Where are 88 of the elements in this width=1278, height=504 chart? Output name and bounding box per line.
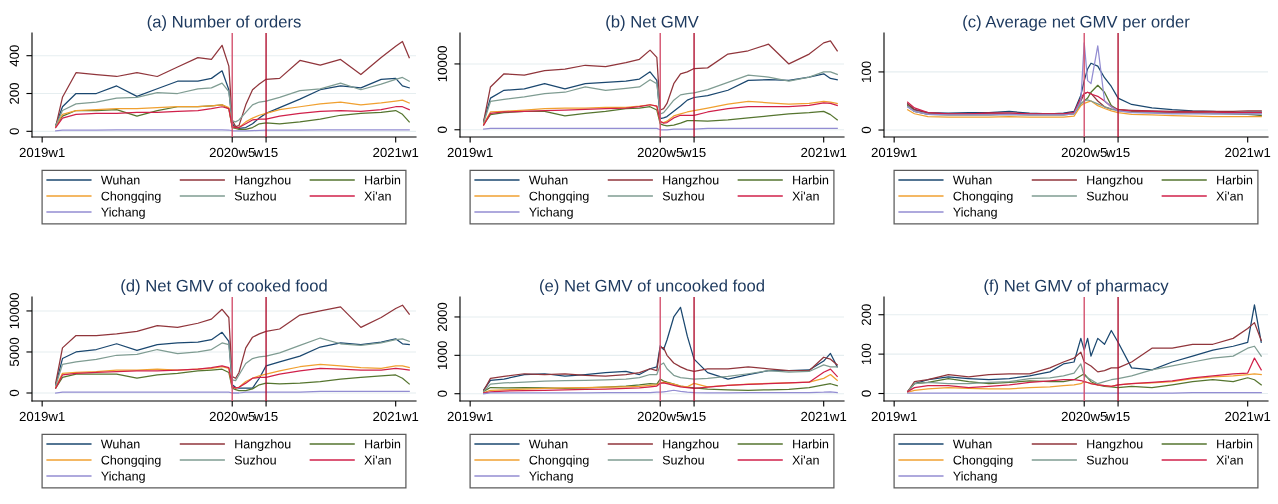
x-tick-label: 2019w1 <box>871 411 917 422</box>
legend-label: Wuhan <box>528 175 568 185</box>
y-tick-label: 0 <box>9 389 19 397</box>
legend-label: Chongqing <box>101 455 161 467</box>
legend-label: Wuhan <box>952 439 992 449</box>
x-tick-label: 2020w5 <box>637 147 683 158</box>
chart-title: (a) Number of orders <box>147 15 301 31</box>
legend-label: Hangzhou <box>235 439 291 451</box>
x-tick-label: w15 <box>681 147 706 158</box>
chart-title: (c) Average net GMV per order <box>963 15 1190 31</box>
legend-label: Wuhan <box>100 175 140 185</box>
legend-label: Harbin <box>365 175 401 185</box>
chart-title: (d) Net GMV of cooked food <box>121 279 327 295</box>
legend-label: Wuhan <box>952 175 992 185</box>
y-tick-label: 400 <box>9 45 19 67</box>
legend-label: Chongqing <box>953 455 1013 467</box>
legend-label: Xi'an <box>792 191 819 201</box>
x-tick-label: w15 <box>253 411 278 422</box>
legend-label: Yichang <box>529 471 573 483</box>
legend-label: Chongqing <box>953 191 1013 203</box>
legend-label: Wuhan <box>528 439 568 449</box>
legend-label: Harbin <box>793 439 829 449</box>
legend-label: Harbin <box>365 439 401 449</box>
y-tick-label: 0 <box>9 128 19 135</box>
x-tick-label: 2020w5 <box>209 147 255 158</box>
x-tick-label: w15 <box>1105 147 1130 158</box>
y-tick-label: 0 <box>437 126 447 133</box>
legend-label: Yichang <box>101 471 145 483</box>
x-tick-label: 2021w1 <box>373 411 419 422</box>
x-tick-label: 2020w5 <box>1061 411 1107 422</box>
y-tick-label: 10000 <box>9 293 19 329</box>
x-tick-label: 2021w1 <box>801 147 847 158</box>
y-tick-label: 200 <box>861 304 871 326</box>
x-tick-label: w15 <box>253 147 278 158</box>
y-tick-label: 0 <box>861 390 871 397</box>
legend-label: Suzhou <box>234 191 276 201</box>
y-tick-label: 0 <box>861 126 871 134</box>
legend-label: Harbin <box>793 175 829 185</box>
legend-label: Xi'an <box>1216 455 1243 465</box>
y-tick-label: 100 <box>861 61 871 82</box>
legend-label: Xi'an <box>364 191 391 201</box>
legend-label: Chongqing <box>529 191 589 203</box>
y-tick-label: 200 <box>9 83 19 104</box>
legend-label: Hangzhou <box>1087 175 1143 187</box>
x-tick-label: 2019w1 <box>447 147 493 158</box>
legend-label: Suzhou <box>234 455 276 465</box>
y-tick-label: 10000 <box>437 46 447 82</box>
x-tick-label: w15 <box>681 411 706 422</box>
legend-label: Hangzhou <box>1087 439 1143 451</box>
chart-title: (b) Net GMV <box>606 15 699 31</box>
legend-label: Chongqing <box>101 191 161 203</box>
legend-label: Yichang <box>953 471 997 483</box>
legend-label: Suzhou <box>1086 191 1128 201</box>
legend-label: Hangzhou <box>663 439 719 451</box>
legend-label: Hangzhou <box>235 175 291 187</box>
x-tick-label: 2019w1 <box>447 411 493 422</box>
x-tick-label: 2020w5 <box>209 411 255 422</box>
x-tick-label: 2021w1 <box>1225 411 1271 422</box>
legend-label: Yichang <box>953 207 997 219</box>
x-tick-label: 2019w1 <box>871 147 917 158</box>
legend-label: Xi'an <box>364 455 391 465</box>
y-tick-label: 2000 <box>437 302 447 331</box>
legend-label: Wuhan <box>100 439 140 449</box>
x-tick-label: 2019w1 <box>19 147 65 158</box>
chart-title: (f) Net GMV of pharmacy <box>984 279 1169 295</box>
legend-label: Suzhou <box>1086 455 1128 465</box>
y-tick-label: 1000 <box>437 341 447 369</box>
legend-label: Hangzhou <box>663 175 719 187</box>
legend-label: Yichang <box>529 207 573 219</box>
x-tick-label: 2020w5 <box>637 411 683 422</box>
y-tick-label: 0 <box>437 390 447 397</box>
x-tick-label: 2019w1 <box>19 411 65 422</box>
chart-title: (e) Net GMV of uncooked food <box>540 279 764 295</box>
legend-label: Xi'an <box>1216 191 1243 201</box>
x-tick-label: 2021w1 <box>801 411 847 422</box>
legend-label: Chongqing <box>529 455 589 467</box>
legend-label: Yichang <box>101 207 145 219</box>
y-tick-label: 100 <box>861 343 871 365</box>
x-tick-label: 2021w1 <box>1225 147 1271 158</box>
legend-label: Harbin <box>1217 439 1253 449</box>
legend-label: Suzhou <box>662 455 704 465</box>
x-tick-label: w15 <box>1105 411 1130 422</box>
y-tick-label: 5000 <box>9 337 19 367</box>
x-tick-label: 2020w5 <box>1061 147 1107 158</box>
legend-label: Suzhou <box>662 191 704 201</box>
legend-label: Xi'an <box>792 455 819 465</box>
x-tick-label: 2021w1 <box>373 147 419 158</box>
legend-label: Harbin <box>1217 175 1253 185</box>
